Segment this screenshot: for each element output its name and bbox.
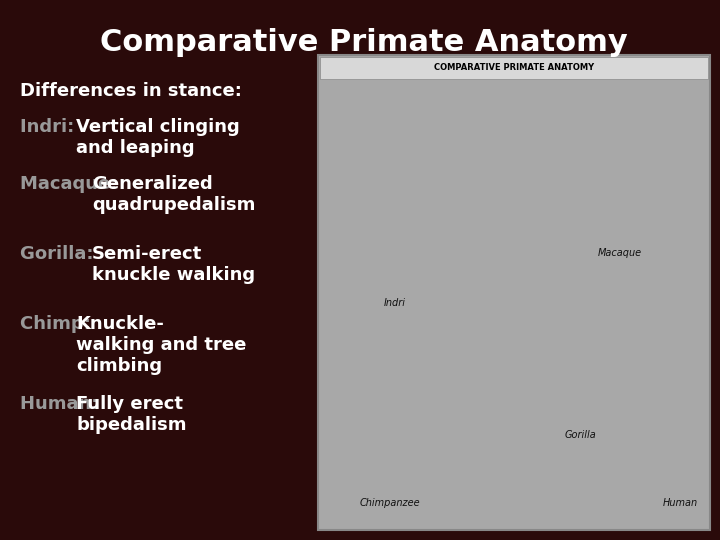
- Text: COMPARATIVE PRIMATE ANATOMY: COMPARATIVE PRIMATE ANATOMY: [434, 64, 594, 72]
- Text: Fully erect
bipedalism: Fully erect bipedalism: [76, 395, 186, 434]
- Text: Indri:: Indri:: [20, 118, 81, 136]
- Text: Macaque:: Macaque:: [20, 175, 124, 193]
- Text: Macaque: Macaque: [598, 248, 642, 258]
- Text: Vertical clinging
and leaping: Vertical clinging and leaping: [76, 118, 240, 157]
- FancyBboxPatch shape: [320, 57, 708, 79]
- FancyBboxPatch shape: [318, 55, 710, 530]
- Text: Gorilla:: Gorilla:: [20, 245, 100, 263]
- Text: Knuckle-
walking and tree
climbing: Knuckle- walking and tree climbing: [76, 315, 246, 375]
- Text: Comparative Primate Anatomy: Comparative Primate Anatomy: [100, 28, 628, 57]
- Text: Chimpanzee: Chimpanzee: [360, 498, 420, 508]
- Text: Human:: Human:: [20, 395, 104, 413]
- Text: Gorilla: Gorilla: [564, 430, 596, 440]
- Text: Generalized
quadrupedalism: Generalized quadrupedalism: [92, 175, 256, 214]
- Text: Differences in stance:: Differences in stance:: [20, 82, 242, 100]
- Text: Semi-erect
knuckle walking: Semi-erect knuckle walking: [92, 245, 255, 284]
- Text: Chimp:: Chimp:: [20, 315, 97, 333]
- Text: Indri: Indri: [384, 298, 406, 308]
- Text: Human: Human: [662, 498, 698, 508]
